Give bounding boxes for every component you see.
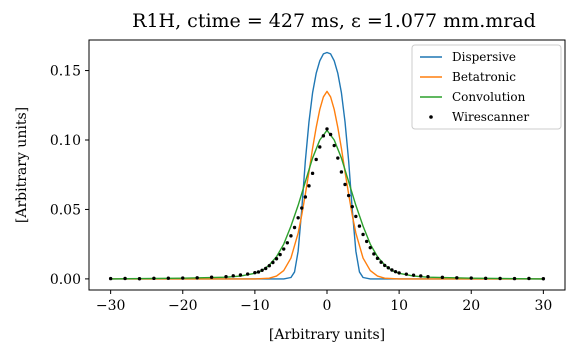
wirescanner-series-point	[357, 224, 362, 228]
wirescanner-series-point	[195, 276, 199, 280]
dispersive-series-line	[110, 51, 544, 280]
wirescanner-series-point	[209, 275, 214, 279]
x-tick-label: −20	[168, 298, 198, 314]
wirescanner-series-point	[256, 270, 261, 274]
wirescanner-series-point	[271, 260, 275, 265]
legend-entry-dispersive-label: Dispersive	[452, 50, 516, 64]
x-tick-label: 20	[462, 298, 480, 314]
wirescanner-series-point	[318, 145, 322, 149]
legend-entry-betatronic-label: Betatronic	[452, 70, 516, 84]
legend: Dispersive Betatronic Convolution Wirescann…	[411, 44, 562, 130]
betatronic-series-line	[110, 90, 544, 280]
wirescanner-series-point	[419, 274, 423, 278]
wirescanner-series-point	[238, 273, 243, 277]
wirescanner-series-point	[455, 276, 459, 280]
wirescanner-series-point	[426, 274, 430, 279]
x-tick-label: −10	[240, 298, 270, 314]
wirescanner-series-point	[386, 266, 390, 270]
wirescanner-series-point	[325, 127, 329, 131]
wirescanner-series-point	[267, 263, 271, 268]
wirescanner-series-point	[483, 276, 488, 281]
wirescanner-series-point	[343, 182, 347, 187]
wirescanner-series-point	[527, 276, 531, 281]
x-tick-label: 30	[534, 298, 552, 314]
wirescanner-series-point	[411, 273, 416, 277]
wirescanner-series-point	[166, 276, 171, 280]
x-axis-label: [Arbitrary units]	[269, 327, 385, 343]
wirescanner-series-point	[440, 275, 445, 280]
legend-entry-wirescanner-label: Wirescanner	[452, 110, 529, 124]
wirescanner-series-point	[292, 225, 297, 230]
wirescanner-series-point	[300, 206, 304, 210]
wirescanner-series-point	[364, 239, 369, 244]
wirescanner-series-point	[350, 204, 354, 209]
y-tick-label: 0.00	[50, 272, 81, 288]
wirescanner-series-point	[152, 276, 156, 281]
wirescanner-series-point	[274, 257, 279, 261]
wirescanner-series-point	[181, 276, 185, 280]
wirescanner-series-point	[282, 247, 286, 251]
wirescanner-series-point	[393, 269, 398, 274]
wirescanner-series-point	[541, 277, 546, 281]
wirescanner-series-point	[123, 276, 127, 281]
wirescanner-series-point	[285, 241, 290, 245]
wirescanner-series-point	[368, 245, 372, 250]
wirescanner-series-point	[339, 170, 344, 174]
wirescanner-series-point	[260, 268, 264, 272]
y-axis-label: [Arbitrary units]	[14, 107, 30, 223]
wirescanner-series-point	[108, 276, 113, 281]
wirescanner-series-point	[354, 214, 358, 219]
wirescanner-series-point	[372, 252, 376, 256]
wirescanner-series-point	[137, 277, 142, 281]
y-ticks: 0.00 0.05 0.10 0.15	[50, 64, 89, 288]
x-tick-label: 10	[390, 298, 408, 314]
wirescanner-series-point	[303, 195, 308, 199]
wirescanner-series-point	[264, 266, 268, 271]
wirescanner-series-point	[346, 193, 351, 198]
wirescanner-series-point	[307, 184, 311, 188]
legend-box	[411, 44, 562, 130]
wirescanner-series-point	[253, 270, 257, 275]
wirescanner-series-point	[404, 272, 409, 276]
convolution-series-line	[110, 129, 544, 280]
chart-title: R1H, ctime = 427 ms, ε =1.077 mm.mrad	[132, 10, 536, 32]
y-tick-label: 0.15	[50, 64, 81, 80]
wirescanner-series-point	[278, 252, 282, 257]
wirescanner-series-point	[379, 260, 383, 264]
wirescanner-series-point	[332, 143, 336, 148]
wirescanner-series-point	[397, 271, 401, 275]
x-tick-label: 0	[323, 298, 332, 314]
y-tick-label: 0.05	[50, 202, 81, 218]
wirescanner-series-point	[245, 272, 250, 276]
wirescanner-series-point	[321, 134, 326, 138]
plot-area: −30 −20 −10 0 10 20 30 0.00 0.05 0.10 0.15 Disper…	[50, 39, 566, 314]
wirescanner-series-point	[231, 274, 235, 278]
x-tick-label: −30	[96, 298, 126, 314]
wirescanner-series-point	[224, 274, 228, 279]
wirescanner-series-point	[361, 232, 365, 237]
wirescanner-series-point	[328, 132, 333, 137]
y-tick-label: 0.10	[50, 133, 81, 149]
wirescanner-series-point	[383, 263, 387, 268]
wirescanner-series-point	[296, 216, 300, 220]
x-ticks: −30 −20 −10 0 10 20 30	[96, 290, 552, 314]
wirescanner-series-point	[289, 234, 293, 238]
wirescanner-series-point	[336, 156, 340, 160]
legend-entry-convolution-label: Convolution	[452, 90, 526, 104]
wirescanner-series-point	[375, 256, 380, 261]
wirescanner-series-point	[512, 276, 517, 281]
wirescanner-series-point	[469, 276, 473, 280]
wirescanner-series-point	[310, 171, 315, 176]
wirescanner-series-point	[390, 268, 394, 272]
wirescanner-series-point	[314, 157, 318, 162]
legend-entry-wirescanner-swatch	[429, 115, 433, 119]
series-layer	[108, 51, 546, 281]
wirescanner-series-point	[498, 276, 502, 281]
